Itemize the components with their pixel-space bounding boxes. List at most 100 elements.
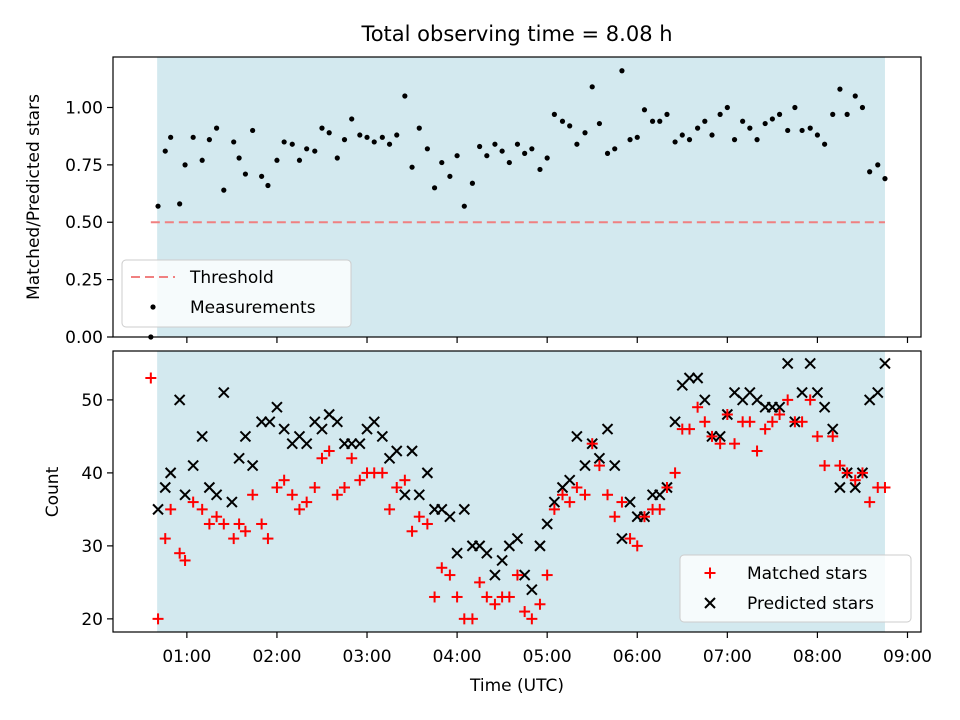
measurement-point xyxy=(213,125,220,131)
measurement-point xyxy=(250,127,256,134)
measurement-point xyxy=(168,134,174,140)
matched-point xyxy=(481,591,493,603)
matched-point xyxy=(406,525,418,537)
measurement-point xyxy=(762,120,768,127)
matched-point xyxy=(669,467,681,479)
x-tick-label: 09:00 xyxy=(883,647,932,667)
x-tick-label: 04:00 xyxy=(433,647,482,667)
predicted-point xyxy=(683,372,696,384)
y-tick-label: 40 xyxy=(81,464,103,484)
predicted-point xyxy=(255,416,268,428)
measurement-point xyxy=(484,153,490,159)
predicted-point xyxy=(691,372,704,384)
measurement-point xyxy=(792,104,798,111)
measurement-point xyxy=(731,137,738,143)
x-axis-label: Time (UTC) xyxy=(469,676,564,696)
measurement-point xyxy=(477,143,483,150)
matched-point xyxy=(165,503,177,515)
measurement-point xyxy=(852,93,858,99)
predicted-point xyxy=(518,569,531,581)
measurement-point xyxy=(499,148,505,154)
measurement-point xyxy=(589,84,595,90)
predicted-point xyxy=(563,474,576,486)
measurement-point xyxy=(416,125,422,131)
measurement-point xyxy=(364,134,370,140)
ratio-panel: 0.00 0.25 0.50 0.75 1.00 Matched/Predicted s… xyxy=(24,56,922,348)
measurement-point xyxy=(875,162,881,168)
matched-point xyxy=(631,540,643,552)
predicted-point xyxy=(458,503,471,516)
measurement-point xyxy=(182,162,188,168)
predicted-point xyxy=(264,416,276,428)
measurement-point xyxy=(859,104,866,111)
matched-point xyxy=(218,518,230,530)
measurement-point xyxy=(231,139,237,145)
y-tick-label: 1.00 xyxy=(65,98,103,118)
matched-point xyxy=(811,430,823,442)
matched-point xyxy=(564,496,576,508)
measurement-point xyxy=(221,187,227,193)
figure-title: Total observing time = 8.08 h xyxy=(360,22,672,46)
matched-point xyxy=(856,467,868,479)
predicted-point xyxy=(345,437,358,450)
matched-point xyxy=(233,518,245,530)
measurement-point xyxy=(522,150,528,156)
y-tick-label: 0.50 xyxy=(65,213,103,233)
matched-point xyxy=(301,496,313,508)
matched-point xyxy=(534,598,546,610)
matched-point xyxy=(638,511,650,523)
predicted-point xyxy=(849,481,861,494)
matched-point xyxy=(849,474,861,486)
matched-point xyxy=(804,394,816,406)
predicted-point xyxy=(796,386,808,399)
matched-point xyxy=(278,474,290,486)
measurement-point xyxy=(265,182,271,189)
matched-point xyxy=(714,438,726,450)
measurement-point xyxy=(604,150,611,156)
matched-points xyxy=(145,372,891,625)
measurement-point xyxy=(259,173,265,179)
x-tick-label: 06:00 xyxy=(613,647,662,667)
x-tick-label: 08:00 xyxy=(793,647,842,667)
measurement-point xyxy=(657,118,663,124)
matched-point xyxy=(489,598,501,610)
predicted-point xyxy=(526,583,538,596)
predicted-point xyxy=(609,459,621,472)
matched-point xyxy=(346,452,358,464)
measurement-point xyxy=(544,155,550,161)
predicted-point xyxy=(316,423,328,435)
measurement-point xyxy=(537,166,543,173)
measurement-point xyxy=(162,148,168,154)
matched-point xyxy=(548,503,560,515)
predicted-point xyxy=(354,437,366,450)
matched-point xyxy=(744,416,756,428)
legend-matched-swatch xyxy=(704,567,716,579)
matched-point xyxy=(331,489,343,501)
measurement-point xyxy=(334,155,340,161)
count-legend: Matched stars Predicted stars xyxy=(679,554,912,623)
predicted-point xyxy=(511,532,524,545)
measurement-point xyxy=(529,146,535,152)
measurement-point xyxy=(326,130,332,136)
predicted-point xyxy=(368,416,380,428)
measurement-point xyxy=(867,169,873,175)
matched-point xyxy=(436,562,448,574)
predicted-point xyxy=(271,401,283,413)
measurement-point xyxy=(312,148,318,154)
matched-point xyxy=(421,518,433,530)
ratio-y-ticks: 0.00 0.25 0.50 0.75 1.00 xyxy=(65,98,113,348)
predicted-point xyxy=(210,489,223,501)
legend-threshold-label: Threshold xyxy=(189,268,274,288)
measurement-point xyxy=(769,116,775,122)
measurement-point xyxy=(724,104,730,111)
measurement-point xyxy=(190,134,196,140)
matched-point xyxy=(159,533,171,545)
matched-point xyxy=(429,591,441,603)
measurement-point xyxy=(281,139,287,145)
matched-point xyxy=(271,481,283,493)
matched-point xyxy=(262,533,274,545)
matched-point xyxy=(586,438,598,450)
matched-point xyxy=(293,503,305,515)
predicted-point xyxy=(541,518,553,530)
